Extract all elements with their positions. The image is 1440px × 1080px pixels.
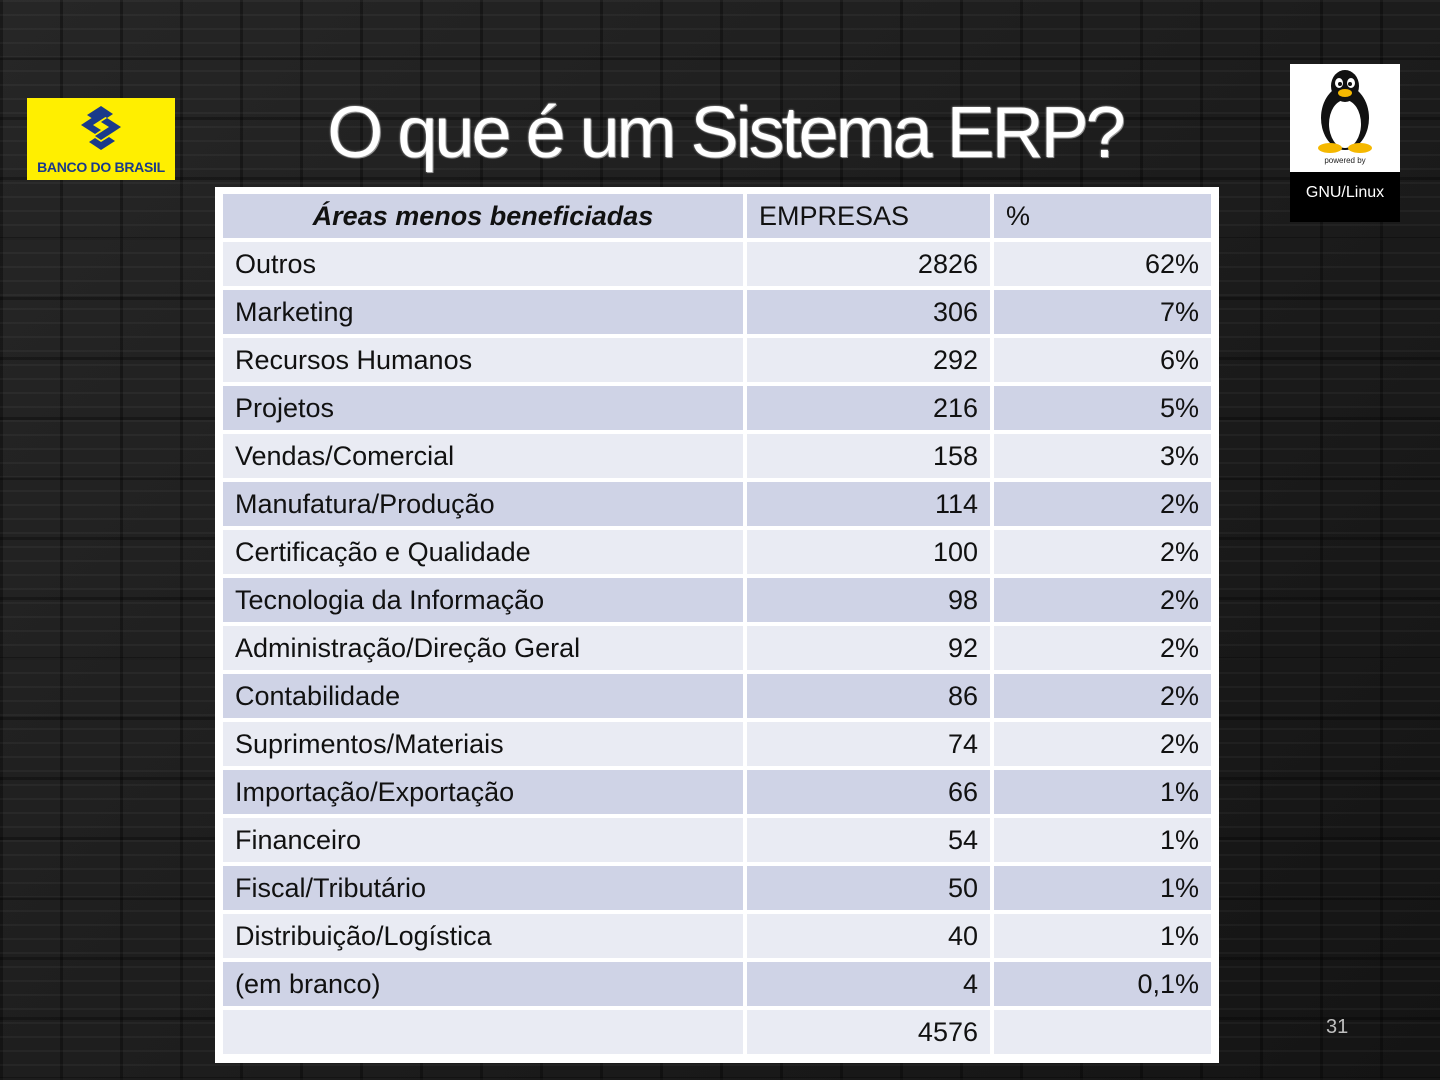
table-row: Suprimentos/Materiais 74 2% bbox=[223, 722, 1211, 770]
percent-cell: 1% bbox=[994, 818, 1211, 866]
percent-cell: 7% bbox=[994, 290, 1211, 338]
area-cell: Suprimentos/Materiais bbox=[223, 722, 747, 770]
empresas-cell: 306 bbox=[747, 290, 994, 338]
empresas-cell: 114 bbox=[747, 482, 994, 530]
table-row: Importação/Exportação 66 1% bbox=[223, 770, 1211, 818]
table-row: Recursos Humanos 292 6% bbox=[223, 338, 1211, 386]
area-cell: Manufatura/Produção bbox=[223, 482, 747, 530]
empresas-cell: 4576 bbox=[747, 1010, 994, 1058]
banco-do-brasil-logo: BANCO DO BRASIL bbox=[27, 98, 175, 180]
table-row: Distribuição/Logística 40 1% bbox=[223, 914, 1211, 962]
empresas-cell: 86 bbox=[747, 674, 994, 722]
area-cell: Fiscal/Tributário bbox=[223, 866, 747, 914]
empresas-cell: 54 bbox=[747, 818, 994, 866]
header-areas: Áreas menos beneficiadas bbox=[223, 194, 747, 242]
percent-cell: 5% bbox=[994, 386, 1211, 434]
area-cell: (em branco) bbox=[223, 962, 747, 1010]
percent-cell: 2% bbox=[994, 674, 1211, 722]
empresas-cell: 4 bbox=[747, 962, 994, 1010]
percent-cell: 2% bbox=[994, 722, 1211, 770]
gnu-linux-badge: powered by GNU/Linux bbox=[1290, 64, 1400, 222]
area-cell: Recursos Humanos bbox=[223, 338, 747, 386]
percent-cell: 62% bbox=[994, 242, 1211, 290]
area-cell: Outros bbox=[223, 242, 747, 290]
table-row: Contabilidade 86 2% bbox=[223, 674, 1211, 722]
table-row: Certificação e Qualidade 100 2% bbox=[223, 530, 1211, 578]
table-row: Tecnologia da Informação 98 2% bbox=[223, 578, 1211, 626]
area-cell bbox=[223, 1010, 747, 1058]
page-title: O que é um Sistema ERP? bbox=[327, 93, 1125, 173]
area-cell: Tecnologia da Informação bbox=[223, 578, 747, 626]
empresas-cell: 292 bbox=[747, 338, 994, 386]
areas-table-panel: Áreas menos beneficiadas EMPRESAS % Outr… bbox=[215, 187, 1219, 1063]
empresas-cell: 74 bbox=[747, 722, 994, 770]
percent-cell: 3% bbox=[994, 434, 1211, 482]
percent-cell: 2% bbox=[994, 482, 1211, 530]
percent-cell: 2% bbox=[994, 578, 1211, 626]
area-cell: Certificação e Qualidade bbox=[223, 530, 747, 578]
tux-penguin-icon bbox=[1318, 70, 1372, 153]
table-row: Outros 2826 62% bbox=[223, 242, 1211, 290]
percent-cell: 1% bbox=[994, 866, 1211, 914]
table-row: Administração/Direção Geral 92 2% bbox=[223, 626, 1211, 674]
gnu-linux-label: GNU/Linux bbox=[1305, 184, 1385, 201]
percent-cell: 6% bbox=[994, 338, 1211, 386]
percent-cell: 2% bbox=[994, 530, 1211, 578]
percent-cell: 2% bbox=[994, 626, 1211, 674]
table-row: Manufatura/Produção 114 2% bbox=[223, 482, 1211, 530]
percent-cell: 1% bbox=[994, 770, 1211, 818]
area-cell: Marketing bbox=[223, 290, 747, 338]
empresas-cell: 98 bbox=[747, 578, 994, 626]
empresas-cell: 66 bbox=[747, 770, 994, 818]
empresas-cell: 2826 bbox=[747, 242, 994, 290]
area-cell: Administração/Direção Geral bbox=[223, 626, 747, 674]
table-row: 4576 bbox=[223, 1010, 1211, 1058]
table-row: Marketing 306 7% bbox=[223, 290, 1211, 338]
powered-by-text: powered by bbox=[1324, 156, 1366, 165]
area-cell: Projetos bbox=[223, 386, 747, 434]
empresas-cell: 40 bbox=[747, 914, 994, 962]
area-cell: Contabilidade bbox=[223, 674, 747, 722]
area-cell: Vendas/Comercial bbox=[223, 434, 747, 482]
table-row: (em branco) 4 0,1% bbox=[223, 962, 1211, 1010]
table-row: Vendas/Comercial 158 3% bbox=[223, 434, 1211, 482]
header-percent: % bbox=[994, 194, 1211, 242]
empresas-cell: 50 bbox=[747, 866, 994, 914]
area-cell: Financeiro bbox=[223, 818, 747, 866]
table-row: Projetos 216 5% bbox=[223, 386, 1211, 434]
empresas-cell: 158 bbox=[747, 434, 994, 482]
area-cell: Importação/Exportação bbox=[223, 770, 747, 818]
areas-table: Áreas menos beneficiadas EMPRESAS % Outr… bbox=[223, 194, 1211, 1058]
empresas-cell: 100 bbox=[747, 530, 994, 578]
empresas-cell: 216 bbox=[747, 386, 994, 434]
logo-text: BANCO DO BRASIL bbox=[37, 159, 165, 175]
table-row: Financeiro 54 1% bbox=[223, 818, 1211, 866]
table-row: Fiscal/Tributário 50 1% bbox=[223, 866, 1211, 914]
area-cell: Distribuição/Logística bbox=[223, 914, 747, 962]
banco-do-brasil-mark-icon bbox=[81, 106, 121, 150]
empresas-cell: 92 bbox=[747, 626, 994, 674]
percent-cell: 0,1% bbox=[994, 962, 1211, 1010]
percent-cell bbox=[994, 1010, 1211, 1058]
page-number: 31 bbox=[1326, 1016, 1349, 1038]
table-header-row: Áreas menos beneficiadas EMPRESAS % bbox=[223, 194, 1211, 242]
header-empresas: EMPRESAS bbox=[747, 194, 994, 242]
percent-cell: 1% bbox=[994, 914, 1211, 962]
